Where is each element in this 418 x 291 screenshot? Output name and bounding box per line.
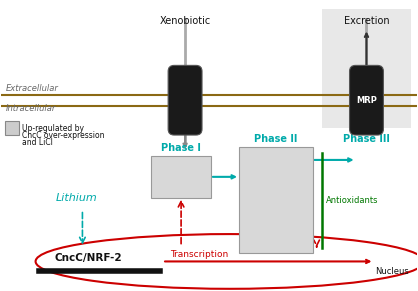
Text: CG5724: CG5724 — [244, 177, 278, 186]
Text: Nucleus: Nucleus — [375, 267, 409, 276]
Text: GstD10: GstD10 — [244, 215, 275, 224]
Text: MRP: MRP — [356, 96, 377, 105]
Text: Lithium: Lithium — [56, 193, 97, 203]
Text: Ugt86Dd: Ugt86Dd — [244, 165, 281, 174]
Text: CncC/NRF-2: CncC/NRF-2 — [54, 253, 122, 263]
Text: Up-regulated by: Up-regulated by — [22, 124, 84, 133]
Text: Transcription: Transcription — [170, 250, 228, 259]
FancyBboxPatch shape — [5, 121, 19, 135]
Text: Phase II: Phase II — [254, 134, 298, 144]
Text: GstD2: GstD2 — [244, 239, 270, 249]
FancyBboxPatch shape — [239, 147, 313, 253]
Text: Intracellular: Intracellular — [6, 104, 56, 113]
FancyBboxPatch shape — [168, 65, 202, 135]
FancyBboxPatch shape — [151, 156, 211, 198]
Text: GstD8: GstD8 — [244, 227, 270, 236]
Text: Excretion: Excretion — [344, 16, 389, 26]
Text: CG6188: CG6188 — [244, 152, 278, 162]
FancyBboxPatch shape — [321, 9, 411, 128]
Text: Extracellular: Extracellular — [6, 84, 59, 93]
Text: Cyp6g1: Cyp6g1 — [156, 179, 191, 188]
Text: CG5999: CG5999 — [244, 202, 277, 211]
Text: Phase I: Phase I — [161, 143, 201, 153]
Text: Cyp6w1: Cyp6w1 — [156, 163, 192, 172]
Text: Phase III: Phase III — [343, 134, 390, 144]
Text: Xenobiotic: Xenobiotic — [159, 16, 211, 26]
FancyBboxPatch shape — [349, 65, 383, 135]
Text: CncC over-expression: CncC over-expression — [22, 131, 104, 140]
Text: GstD4: GstD4 — [244, 190, 270, 199]
Text: Antioxidants: Antioxidants — [326, 196, 378, 205]
Text: and LiCl: and LiCl — [22, 138, 53, 147]
